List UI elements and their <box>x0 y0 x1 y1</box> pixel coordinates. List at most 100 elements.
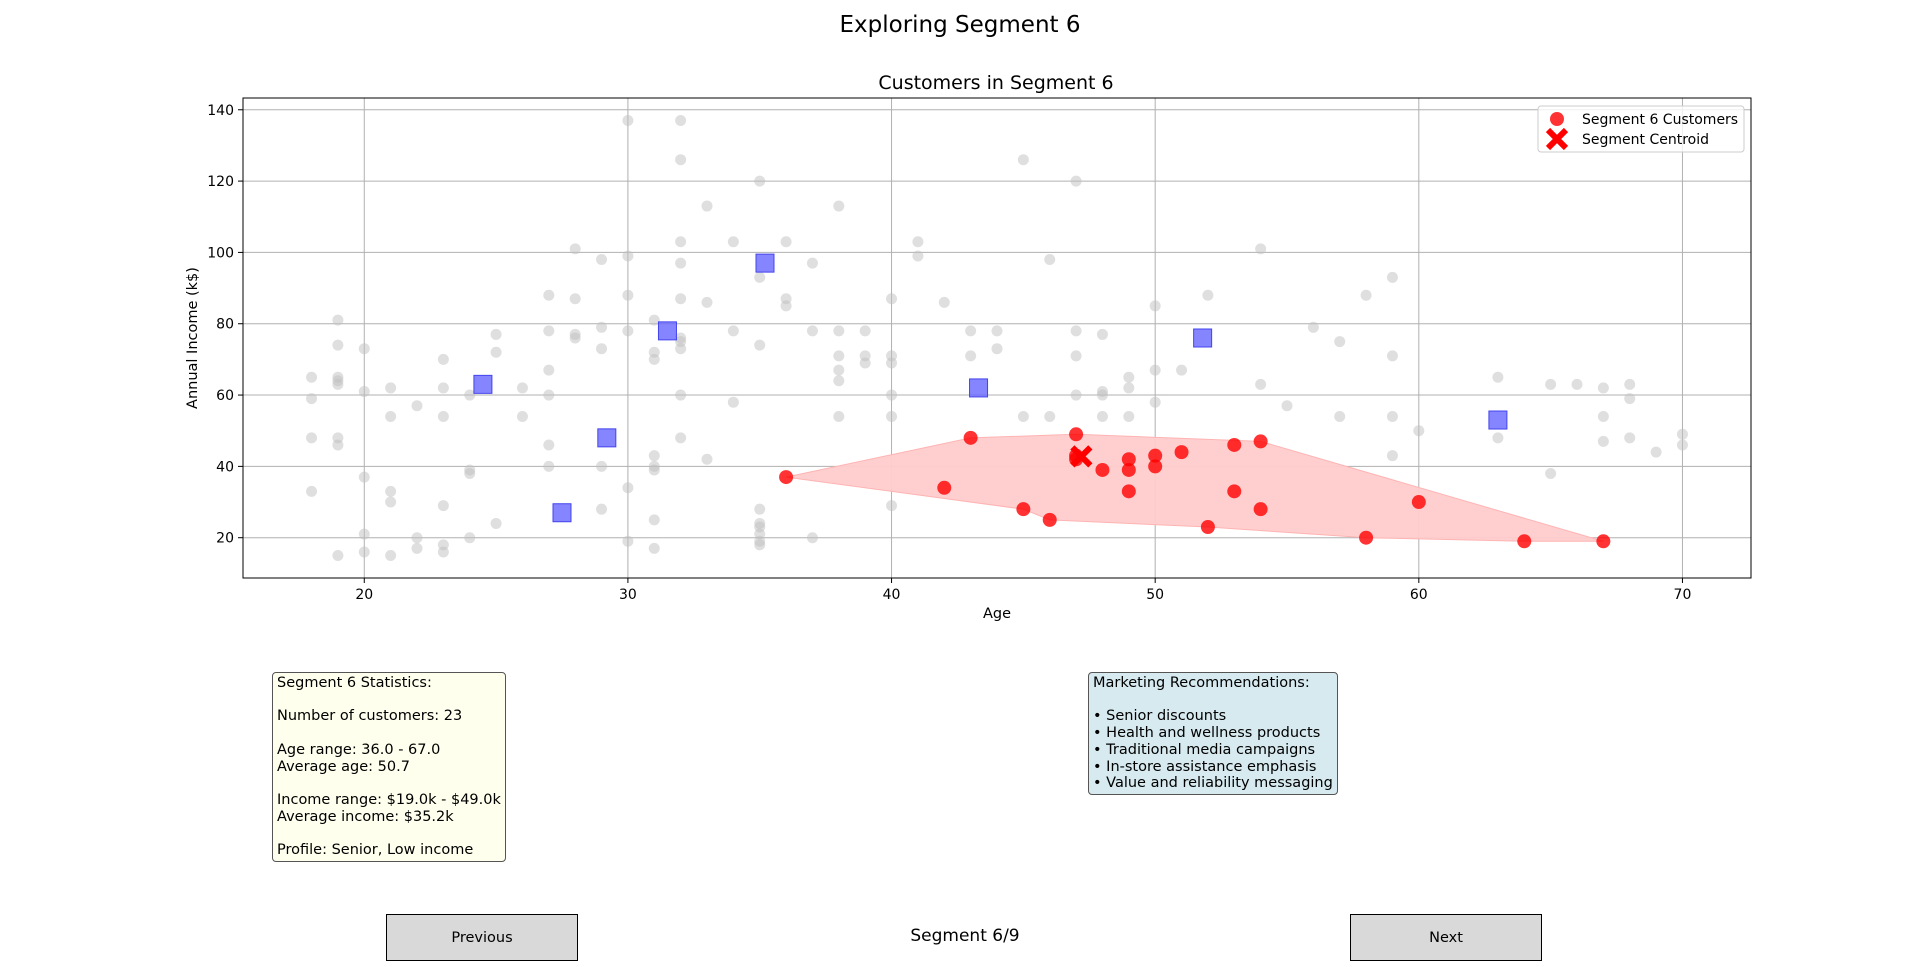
other-customer-point <box>886 410 898 422</box>
segment-hull-layer <box>785 433 1604 542</box>
other-customer-point <box>543 389 555 401</box>
other-customer-point <box>648 464 660 476</box>
x-tick-label: 70 <box>1674 587 1692 603</box>
other-customer-point <box>965 325 977 337</box>
other-customer-point <box>1149 300 1161 312</box>
stats-avg-age: Average age: 50.7 <box>277 758 410 775</box>
other-customer-point <box>411 532 423 544</box>
segment-statistics-box: Segment 6 Statistics: Number of customer… <box>272 672 506 862</box>
other-customer-point <box>833 325 845 337</box>
other-customer-point <box>675 114 687 126</box>
other-customer-point <box>1123 371 1135 383</box>
x-axis-label: Age <box>983 606 1011 622</box>
segment-centroid-square <box>597 428 617 448</box>
other-customer-point <box>1597 382 1609 394</box>
segment-customer-point <box>937 480 952 495</box>
other-customer-point <box>1123 382 1135 394</box>
other-customer-point <box>965 350 977 362</box>
chart-title: Customers in Segment 6 <box>878 72 1113 94</box>
stats-title: Segment 6 Statistics: <box>277 675 432 691</box>
previous-button[interactable]: Previous <box>386 914 578 961</box>
other-customer-point <box>648 514 660 526</box>
page-title: Exploring Segment 6 <box>839 12 1081 38</box>
other-customer-point <box>332 314 344 326</box>
other-customer-point <box>411 542 423 554</box>
other-customer-point <box>886 357 898 369</box>
other-customer-point <box>385 485 397 497</box>
y-tick-label: 140 <box>207 103 234 119</box>
segment-centroids-layer <box>473 253 1508 523</box>
segment-customer-point <box>1148 448 1163 463</box>
other-customer-point <box>780 236 792 248</box>
reco-item: • Value and reliability messaging <box>1093 775 1333 792</box>
other-customer-point <box>622 250 634 262</box>
plot-frame <box>242 97 1752 579</box>
other-customer-point <box>543 289 555 301</box>
legend-centroid-marker <box>1545 127 1569 151</box>
other-customer-point <box>1149 364 1161 376</box>
segment-customer-point <box>1253 502 1268 517</box>
segment-customer-point <box>1596 534 1611 549</box>
other-customer-point <box>675 343 687 355</box>
segment-centroid-square <box>1488 410 1508 430</box>
other-customer-point <box>622 482 634 494</box>
other-customer-point <box>859 325 871 337</box>
other-customer-point <box>464 468 476 480</box>
other-customer-point <box>754 271 766 283</box>
y-axis-label: Annual Income (k$) <box>185 267 201 409</box>
other-customer-point <box>1545 378 1557 390</box>
other-customer-point <box>437 500 449 512</box>
other-customer-point <box>1413 425 1425 437</box>
other-customer-point <box>1624 432 1636 444</box>
other-customer-point <box>358 343 370 355</box>
other-customer-point <box>806 532 818 544</box>
segment-centroid-square <box>755 253 775 273</box>
y-tick-label: 100 <box>207 245 234 261</box>
other-customer-point <box>1044 410 1056 422</box>
other-customer-point <box>1624 393 1636 405</box>
other-customer-point <box>1492 432 1504 444</box>
stats-age-range: Age range: 36.0 - 67.0 <box>277 741 441 758</box>
other-customer-point <box>727 396 739 408</box>
other-customer-point <box>1070 325 1082 337</box>
reco-item: • In-store assistance emphasis <box>1093 758 1317 775</box>
segment-customer-point <box>1517 534 1532 549</box>
other-customer-point <box>596 460 608 472</box>
other-customer-point <box>701 296 713 308</box>
other-customer-point <box>727 325 739 337</box>
other-customer-point <box>701 200 713 212</box>
other-customer-point <box>1176 364 1188 376</box>
other-customer-point <box>543 364 555 376</box>
other-customer-point <box>859 357 871 369</box>
other-customer-point <box>1624 378 1636 390</box>
other-customer-point <box>1281 400 1293 412</box>
other-customer-point <box>806 257 818 269</box>
other-customer-point <box>1360 289 1372 301</box>
other-customers-layer <box>306 114 1688 562</box>
other-customer-point <box>754 339 766 351</box>
other-customer-point <box>886 500 898 512</box>
segment-customer-point <box>1227 437 1242 452</box>
other-customer-point <box>385 496 397 508</box>
other-customer-point <box>675 432 687 444</box>
y-tick-label: 120 <box>207 174 234 190</box>
segment-indicator: Segment 6/9 <box>910 926 1020 946</box>
stats-profile: Profile: Senior, Low income <box>277 842 474 859</box>
other-customer-point <box>437 382 449 394</box>
other-customer-point <box>1307 321 1319 333</box>
other-customer-point <box>543 439 555 451</box>
other-customer-point <box>516 410 528 422</box>
segment-customers-layer <box>779 427 1611 549</box>
other-customer-point <box>411 400 423 412</box>
other-customer-point <box>727 236 739 248</box>
other-customer-point <box>648 542 660 554</box>
reco-title: Marketing Recommendations: <box>1093 675 1310 691</box>
next-button[interactable]: Next <box>1350 914 1542 961</box>
other-customer-point <box>516 382 528 394</box>
other-customer-point <box>1597 410 1609 422</box>
stats-income-range: Income range: $19.0k - $49.0k <box>277 791 501 808</box>
other-customer-point <box>569 243 581 255</box>
other-customer-point <box>464 389 476 401</box>
other-customer-point <box>1597 435 1609 447</box>
other-customer-point <box>306 432 318 444</box>
